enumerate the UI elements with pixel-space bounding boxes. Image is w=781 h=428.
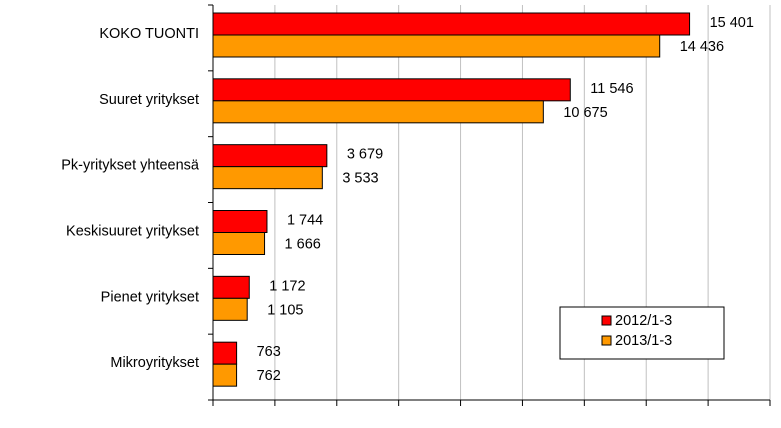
bar-2012/1-3 — [212, 341, 238, 365]
data-label: 762 — [257, 368, 281, 384]
value-labels: 15 401 14 436 11 546 10 675 3 679 3 533 1 744 1… — [257, 15, 754, 384]
legend-label: 2012/1-3 — [615, 313, 672, 329]
data-label: 11 546 — [590, 81, 633, 97]
bar-2012/1-3 — [212, 275, 250, 299]
bar-2013/1-3 — [212, 363, 238, 387]
category-label: Pk-yritykset yhteensä — [61, 158, 200, 174]
bar-2013/1-3 — [212, 297, 248, 321]
data-label: 763 — [257, 344, 281, 360]
data-label: 15 401 — [710, 15, 754, 31]
data-label: 3 533 — [342, 171, 378, 187]
bar-2012/1-3 — [212, 210, 268, 233]
category-label: Mikroyritykset — [110, 355, 199, 371]
axes — [208, 4, 771, 406]
data-label: 10 675 — [563, 105, 607, 121]
category-labels: KOKO TUONTI Suuret yritykset Pk-yritykset … — [61, 26, 200, 371]
bar-2012/1-3 — [212, 12, 691, 36]
bar-2012/1-3 — [212, 78, 571, 102]
data-label: 1 105 — [267, 302, 303, 318]
data-label: 1 666 — [285, 237, 321, 253]
legend-label: 2013/1-3 — [615, 333, 672, 349]
bar-2013/1-3 — [212, 232, 266, 255]
legend-box — [559, 306, 725, 360]
bar-2013/1-3 — [212, 34, 661, 58]
data-label: 1 744 — [287, 213, 323, 229]
legend-swatch — [601, 335, 612, 346]
bar-2013/1-3 — [212, 100, 544, 124]
data-label: 3 679 — [347, 147, 383, 163]
category-label: Keskisuuret yritykset — [66, 224, 199, 240]
category-label: KOKO TUONTI — [99, 26, 199, 42]
data-label: 1 172 — [269, 278, 305, 294]
legend: 2012/1-3 2013/1-3 — [559, 306, 725, 360]
category-label: Pienet yritykset — [101, 289, 199, 305]
category-label: Suuret yritykset — [99, 92, 199, 108]
bar-2013/1-3 — [212, 166, 323, 190]
data-label: 14 436 — [680, 39, 724, 55]
gridlines — [274, 5, 771, 400]
bar-2012/1-3 — [212, 144, 328, 168]
legend-swatch — [601, 315, 612, 326]
